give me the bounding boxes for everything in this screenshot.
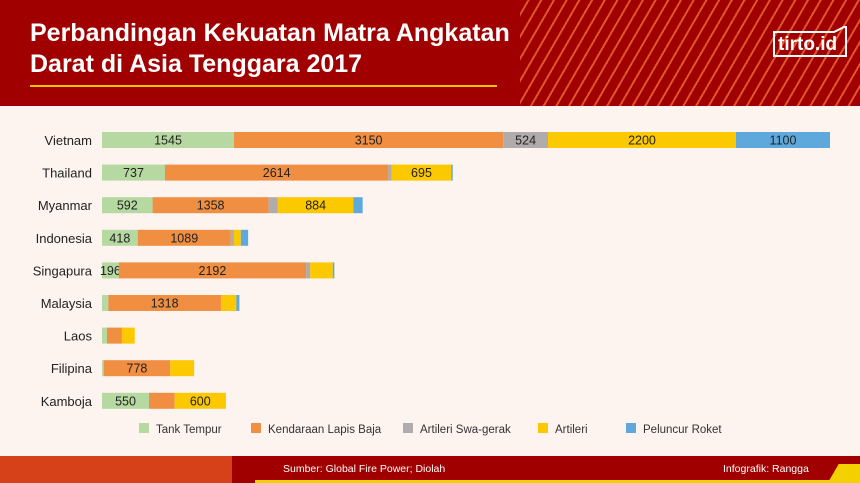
bar-segment (388, 164, 392, 181)
category-label: Indonesia (36, 231, 93, 246)
credit-text: Infografik: Rangga (723, 463, 809, 475)
bar-segment (503, 132, 548, 148)
bar-segment (220, 295, 237, 311)
bar-segment (547, 132, 736, 148)
bar-segment (102, 327, 107, 344)
legend-label: Artileri Swa-gerak (420, 424, 511, 436)
category-label: Thailand (42, 166, 92, 181)
bar-segment (268, 197, 278, 214)
logo-bubble-icon (773, 24, 847, 57)
data-label: 1100 (770, 134, 797, 148)
data-label: 778 (127, 362, 148, 376)
category-label: Vietnam (45, 133, 92, 148)
legend-label: Artileri (555, 424, 588, 436)
title-underline (30, 85, 497, 87)
footer-stripe (255, 480, 860, 483)
bar-segment (735, 132, 830, 148)
footer: Sumber: Global Fire Power; Diolah Infogr… (0, 456, 860, 483)
bar-segment (310, 262, 333, 279)
category-label: Singapura (33, 263, 93, 278)
bar-segment (137, 229, 231, 246)
source-text: Sumber: Global Fire Power; Diolah (283, 463, 446, 475)
bar-segment (170, 360, 195, 377)
tirto-logo: tirto.id (772, 24, 848, 62)
data-label: 196 (100, 264, 121, 278)
legend-label: Kendaraan Lapis Baja (268, 424, 382, 436)
header: Perbandingan Kekuatan Matra Angkatan Dar… (0, 0, 860, 106)
bar-segment (121, 327, 135, 344)
bar-segment (102, 197, 153, 214)
bar-segment (103, 360, 171, 377)
bar-segment (174, 392, 226, 409)
bar-segment (102, 262, 119, 279)
data-label: 2614 (263, 166, 291, 180)
data-label: 1545 (154, 134, 182, 148)
data-label: 418 (109, 231, 130, 245)
data-label: 2200 (628, 134, 656, 148)
data-label: 592 (117, 199, 138, 213)
legend-swatch (626, 423, 636, 433)
data-label: 1089 (170, 231, 198, 245)
legend-label: Tank Tempur (156, 424, 222, 436)
bar-segment (102, 229, 138, 246)
data-label: 550 (115, 394, 136, 408)
bar-segment (118, 262, 307, 279)
data-label: 2192 (199, 264, 227, 278)
bar-segment (102, 360, 104, 377)
bar-segment (102, 164, 165, 181)
category-label: Malaysia (41, 296, 93, 311)
bar-segment (277, 197, 354, 214)
legend-swatch (538, 423, 548, 433)
data-label: 737 (123, 166, 144, 180)
data-label: 695 (411, 166, 432, 180)
data-label: 884 (305, 199, 326, 213)
bar-segment (353, 197, 363, 214)
bar-segment (102, 295, 109, 311)
page-title: Perbandingan Kekuatan Matra Angkatan Dar… (30, 19, 510, 78)
bar-segment (230, 229, 234, 246)
bar-segment (451, 164, 453, 181)
data-label: 1358 (197, 199, 225, 213)
legend-swatch (403, 423, 413, 433)
footer-accent (0, 456, 232, 483)
bar-segment (306, 262, 311, 279)
category-label: Myanmar (38, 198, 93, 213)
bar-segment (106, 327, 122, 344)
decorative-stripes (520, 0, 860, 106)
bar-segment (152, 197, 269, 214)
category-label: Kamboja (41, 394, 93, 409)
bar-segment (108, 295, 221, 311)
category-label: Filipina (51, 361, 93, 376)
bar-segment (233, 229, 241, 246)
bar-segment (391, 164, 452, 181)
bar-segment (149, 392, 175, 409)
logo-text: tirto.id (778, 34, 838, 55)
bar-segment (102, 132, 235, 148)
bar-segment (236, 295, 240, 311)
bar-segment (332, 262, 335, 279)
bar-segment (164, 164, 389, 181)
stacked-bar-chart: Vietnam 1545 3150 524 2200 1100 Thailand 737 261… (33, 132, 830, 436)
category-label: Laos (64, 329, 93, 344)
bar-segment (102, 392, 150, 409)
data-label: 524 (515, 134, 536, 148)
bar-segment (240, 229, 249, 246)
legend-label: Peluncur Roket (643, 424, 722, 436)
data-label: 1318 (151, 297, 179, 311)
bar-segment (234, 132, 504, 148)
data-label: 3150 (355, 134, 383, 148)
legend-swatch (251, 423, 261, 433)
data-label: 600 (190, 394, 211, 408)
legend-swatch (139, 423, 149, 433)
